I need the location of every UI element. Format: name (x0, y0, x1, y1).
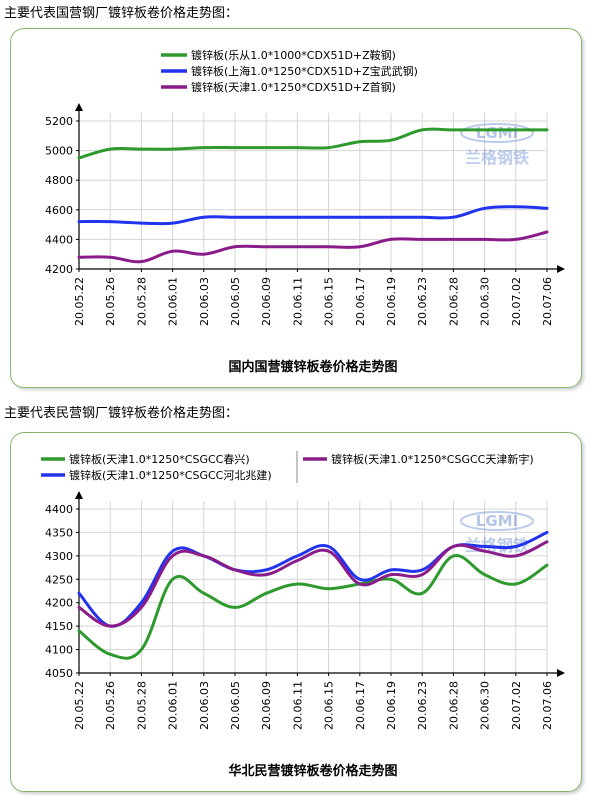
y-tick-label: 4350 (45, 526, 73, 539)
x-tick-label: 20.07.06 (541, 277, 554, 326)
x-tick-label: 20.06.11 (291, 681, 304, 730)
series-line-0 (77, 554, 549, 660)
x-tick-label: 20.06.03 (198, 681, 211, 730)
series-points-2 (78, 231, 548, 262)
gridlines (78, 113, 548, 270)
x-tick-label: 20.05.26 (104, 681, 117, 730)
x-tick-label: 20.06.28 (447, 277, 460, 326)
y-tick-label: 5200 (45, 115, 73, 128)
watermark-logo-text: LGMI (476, 512, 518, 530)
y-tick-label: 4150 (45, 620, 73, 633)
y-tick-label: 4400 (45, 233, 73, 246)
watermark-brand-text: 兰格钢铁 (465, 148, 529, 167)
y-tick-label: 4800 (45, 174, 73, 187)
x-tick-label: 20.06.03 (198, 277, 211, 326)
x-tick-label: 20.07.02 (510, 277, 523, 326)
x-axis-arrow (557, 265, 565, 273)
x-tick-label: 20.06.23 (416, 681, 429, 730)
x-tick-label: 20.05.22 (73, 681, 86, 730)
chart-state-owned: 4200 4400 4600 4800 5000 5200 20.05.22 20.05.26… (45, 48, 565, 375)
series-line-2 (77, 230, 549, 264)
x-tick-label: 20.06.01 (167, 277, 180, 326)
y-tick-label: 4200 (45, 597, 73, 610)
y-tick-label: 4200 (45, 263, 73, 276)
chart-panel-state: 4200 4400 4600 4800 5000 5200 20.05.22 20.05.26… (10, 28, 582, 388)
legend: 镀锌板(乐从1.0*1000*CDX51D+Z鞍钢) 镀锌板(上海1.0*1250… (161, 48, 418, 94)
x-tick-label: 20.07.06 (541, 681, 554, 730)
y-tick-label: 4250 (45, 573, 73, 586)
series-points-0 (78, 129, 548, 159)
chart-caption: 国内国营镀锌板卷价格走势图 (228, 359, 397, 375)
series-points-2 (78, 541, 548, 627)
x-tick-label: 20.06.01 (167, 681, 180, 730)
x-tick-label: 20.06.11 (291, 277, 304, 326)
section-title-state: 主要代表国营钢厂镀锌板卷价格走势图： (4, 6, 239, 21)
legend-label-2: 镀锌板(天津1.0*1250*CSGCC天津新宇) (331, 452, 534, 466)
x-tick-label: 20.05.26 (104, 277, 117, 326)
y-tick-label: 4400 (45, 503, 73, 516)
x-axis-arrow (557, 669, 565, 677)
y-axis-arrow (75, 103, 83, 111)
x-tick-label: 20.06.17 (354, 277, 367, 326)
x-tick-label: 20.06.19 (385, 681, 398, 730)
series-line-1 (77, 530, 549, 628)
series-line-2 (77, 540, 549, 628)
x-tick-label: 20.06.19 (385, 277, 398, 326)
legend-label-2: 镀锌板(天津1.0*1250*CDX51D+Z首钢) (191, 80, 396, 94)
y-tick-label: 4100 (45, 644, 73, 657)
y-tick-label: 4600 (45, 204, 73, 217)
chart-private-north: 4050 4100 4150 4200 4250 4300 4350 4400 20.05.22… (41, 451, 565, 779)
watermark-ring (460, 123, 534, 143)
x-tick-label: 20.05.28 (135, 277, 148, 326)
y-tick-label: 4050 (45, 667, 73, 680)
x-tick-label: 20.06.09 (260, 277, 273, 326)
series-points-1 (78, 206, 548, 224)
x-tick-label: 20.05.28 (135, 681, 148, 730)
x-tick-label: 20.06.17 (354, 681, 367, 730)
x-tick-label: 20.06.30 (479, 681, 492, 730)
x-tick-label: 20.06.15 (323, 681, 336, 730)
legend-label-1: 镀锌板(天津1.0*1250*CSGCC河北兆建) (69, 468, 272, 482)
y-tick-label: 4300 (45, 550, 73, 563)
y-axis-arrow (75, 491, 83, 499)
x-tick-label: 20.06.23 (416, 277, 429, 326)
y-tick-label: 5000 (45, 145, 73, 158)
chart-panel-private: 4050 4100 4150 4200 4250 4300 4350 4400 20.05.22… (10, 432, 582, 792)
x-tick-label: 20.07.02 (510, 681, 523, 730)
section-title-private: 主要代表民营钢厂镀锌板卷价格走势图： (4, 406, 239, 421)
chart-caption: 华北民营镀锌板卷价格走势图 (228, 763, 397, 779)
x-tick-label: 20.06.05 (229, 681, 242, 730)
x-tick-label: 20.05.22 (73, 277, 86, 326)
x-tick-label: 20.06.05 (229, 277, 242, 326)
series-line-0 (77, 127, 549, 160)
x-tick-label: 20.06.30 (479, 277, 492, 326)
legend-label-0: 镀锌板(乐从1.0*1000*CDX51D+Z鞍钢) (191, 48, 396, 62)
series-line-1 (77, 205, 549, 226)
x-tick-label: 20.06.15 (323, 277, 336, 326)
watermark-logo-text: LGMI (476, 124, 518, 142)
legend-label-0: 镀锌板(天津1.0*1250*CSGCC春兴) (69, 452, 250, 466)
legend: 镀锌板(天津1.0*1250*CSGCC春兴) 镀锌板(天津1.0*1250*CS… (41, 451, 534, 483)
x-tick-label: 20.06.28 (447, 681, 460, 730)
legend-label-1: 镀锌板(上海1.0*1250*CDX51D+Z宝武武钢) (191, 64, 418, 78)
watermark-ring (460, 511, 534, 531)
x-tick-label: 20.06.09 (260, 681, 273, 730)
